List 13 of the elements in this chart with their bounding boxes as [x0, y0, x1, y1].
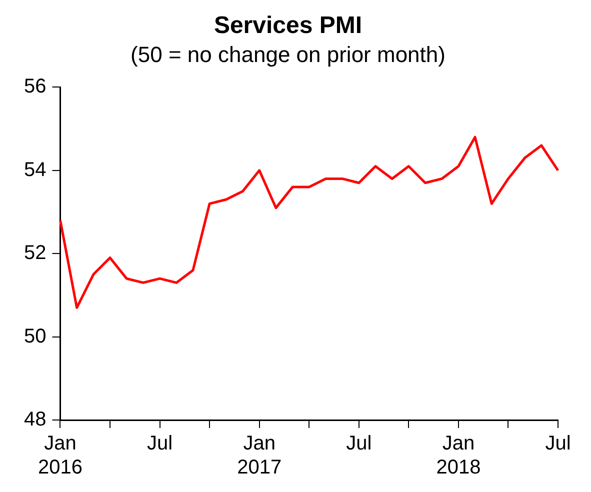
x-tick-label: Jul — [545, 432, 571, 455]
y-tick-label: 54 — [24, 158, 46, 181]
y-tick-label: 56 — [24, 76, 46, 98]
y-tick-label: 50 — [24, 325, 46, 348]
x-tick-label: Jan 2017 — [237, 432, 282, 479]
x-tick-label: Jan 2018 — [436, 432, 481, 479]
chart-title: Services PMI — [214, 12, 362, 40]
y-tick-label: 48 — [24, 408, 46, 431]
x-tick-label: Jul — [346, 432, 372, 455]
x-tick-label: Jul — [147, 432, 173, 455]
chart-subtitle: (50 = no change on prior month) — [130, 42, 446, 68]
x-tick-label: Jan 2016 — [38, 432, 82, 479]
y-tick-label: 52 — [24, 242, 46, 264]
